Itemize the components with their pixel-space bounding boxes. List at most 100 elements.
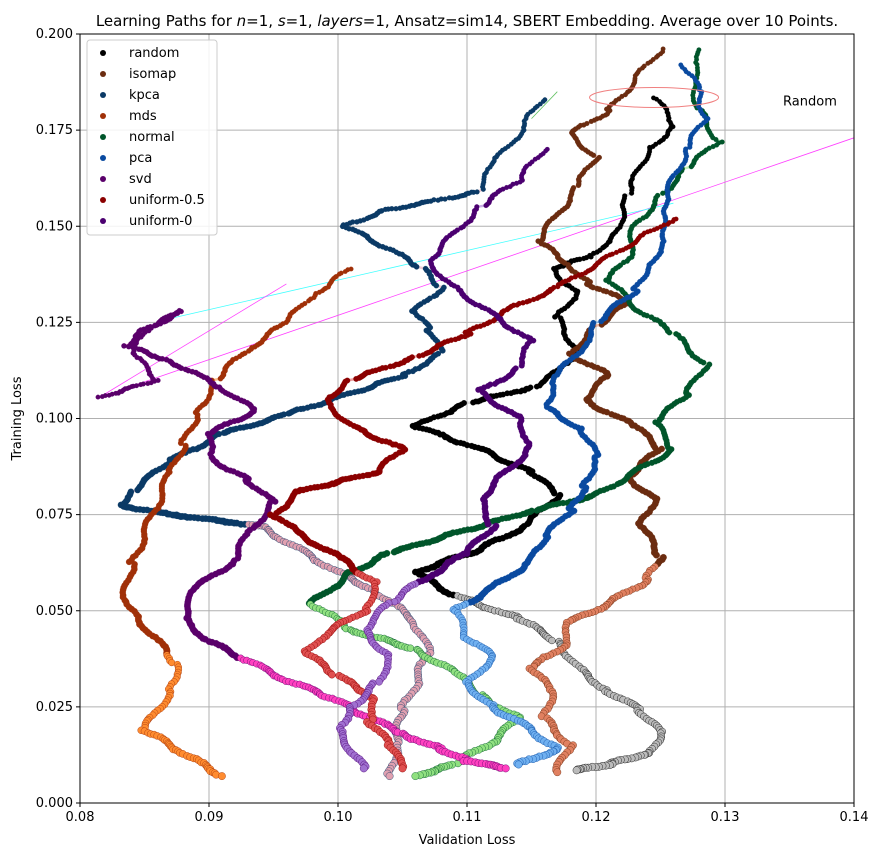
random-annotation: Random bbox=[783, 94, 837, 109]
data-point bbox=[645, 60, 651, 66]
legend-label: uniform-0 bbox=[129, 214, 192, 229]
data-point bbox=[416, 353, 423, 359]
x-tick-label: 0.14 bbox=[840, 810, 869, 825]
data-point bbox=[134, 486, 141, 494]
data-point bbox=[688, 164, 694, 170]
data-point bbox=[385, 772, 394, 780]
y-tick-label: 0.150 bbox=[36, 219, 73, 234]
legend-box bbox=[86, 39, 218, 236]
data-point bbox=[480, 186, 486, 192]
data-point bbox=[134, 383, 139, 389]
data-point bbox=[483, 202, 489, 209]
data-point bbox=[588, 118, 594, 124]
legend-marker bbox=[100, 71, 106, 77]
y-tick-label: 0.125 bbox=[36, 315, 73, 330]
legend-entry-pca: pca bbox=[100, 151, 152, 166]
data-point bbox=[588, 254, 594, 260]
series-uniform-0 bbox=[336, 146, 550, 773]
data-point bbox=[701, 113, 707, 119]
legend-label: svd bbox=[129, 172, 152, 187]
data-point bbox=[551, 490, 558, 497]
data-point bbox=[572, 766, 581, 775]
legend-entry-normal: normal bbox=[100, 130, 175, 145]
x-tick-label: 0.08 bbox=[66, 810, 95, 825]
data-point bbox=[121, 343, 127, 349]
data-point bbox=[666, 329, 673, 336]
title-part: =1, bbox=[286, 12, 318, 30]
data-point bbox=[155, 377, 161, 383]
legend-label: pca bbox=[129, 151, 152, 166]
data-point bbox=[575, 182, 582, 188]
connector-line bbox=[99, 137, 855, 398]
data-point bbox=[391, 598, 399, 606]
data-point bbox=[353, 376, 360, 382]
legend: random isomap kpca mds normal pca svd uniform-0… bbox=[86, 39, 218, 236]
data-point bbox=[590, 152, 597, 158]
data-point bbox=[629, 190, 635, 196]
legend-marker bbox=[100, 113, 106, 119]
data-point bbox=[342, 269, 348, 274]
data-point bbox=[514, 760, 523, 769]
title-part: =1, Ansatz=sim14, SBERT Embedding. Avera… bbox=[363, 12, 838, 30]
series-isomap bbox=[525, 46, 667, 777]
legend-marker bbox=[100, 218, 106, 224]
data-point bbox=[218, 772, 226, 780]
data-point bbox=[446, 195, 452, 201]
series-layer bbox=[95, 46, 727, 780]
data-point bbox=[439, 347, 446, 354]
legend-entry-uniform-0: uniform-0 bbox=[100, 214, 192, 229]
legend-marker bbox=[100, 92, 106, 98]
title-part: s bbox=[278, 12, 286, 30]
data-point bbox=[548, 636, 556, 645]
random-circle-marker bbox=[589, 86, 720, 108]
connector-lines bbox=[99, 91, 855, 398]
x-tick-label: 0.13 bbox=[711, 810, 740, 825]
legend-marker bbox=[100, 176, 106, 182]
data-point bbox=[501, 764, 510, 773]
data-point bbox=[518, 362, 525, 369]
legend-entry-isomap: isomap bbox=[100, 67, 176, 82]
data-point bbox=[95, 394, 101, 400]
connector-line bbox=[99, 283, 287, 398]
y-axis-label: Training Loss bbox=[10, 376, 25, 461]
y-tick-label: 0.175 bbox=[36, 123, 73, 138]
series-mds bbox=[119, 266, 354, 780]
data-point bbox=[433, 282, 440, 289]
data-point bbox=[630, 285, 636, 292]
legend-entry-random: random bbox=[100, 46, 179, 61]
data-point bbox=[328, 670, 336, 679]
chart-title: Learning Paths for n=1, s=1, layers=1, A… bbox=[96, 12, 838, 30]
data-point bbox=[484, 520, 492, 528]
y-tick-label: 0.025 bbox=[36, 700, 73, 715]
title-part: n bbox=[237, 12, 247, 30]
data-point bbox=[220, 429, 228, 437]
legend-marker bbox=[100, 155, 106, 161]
legend-entry-svd: svd bbox=[100, 172, 152, 187]
data-point bbox=[533, 383, 540, 390]
legend-label: kpca bbox=[129, 88, 160, 103]
series-kpca bbox=[117, 97, 548, 780]
connector-line bbox=[531, 91, 558, 119]
data-point bbox=[713, 136, 719, 143]
legend-entry-uniform-0.5: uniform-0.5 bbox=[100, 193, 205, 208]
data-point bbox=[217, 375, 224, 382]
y-axis-ticks: 0.000 0.025 0.050 0.075 0.100 0.125 0.150 0.175… bbox=[36, 27, 80, 811]
x-tick-label: 0.10 bbox=[324, 810, 353, 825]
data-point bbox=[552, 314, 558, 320]
data-point bbox=[470, 399, 477, 406]
legend-marker bbox=[100, 197, 106, 203]
data-point bbox=[413, 264, 420, 270]
title-part: Learning Paths for bbox=[96, 12, 237, 30]
series-pca bbox=[449, 62, 711, 769]
data-point bbox=[660, 190, 666, 196]
title-part: layers bbox=[317, 12, 363, 30]
connector-line bbox=[170, 202, 674, 319]
data-point bbox=[411, 772, 420, 780]
legend-label: uniform-0.5 bbox=[129, 193, 205, 208]
x-tick-label: 0.09 bbox=[195, 810, 224, 825]
legend-label: normal bbox=[129, 130, 175, 145]
data-point bbox=[140, 381, 146, 387]
legend-label: random bbox=[129, 46, 179, 61]
legend-entry-kpca: kpca bbox=[100, 88, 160, 103]
